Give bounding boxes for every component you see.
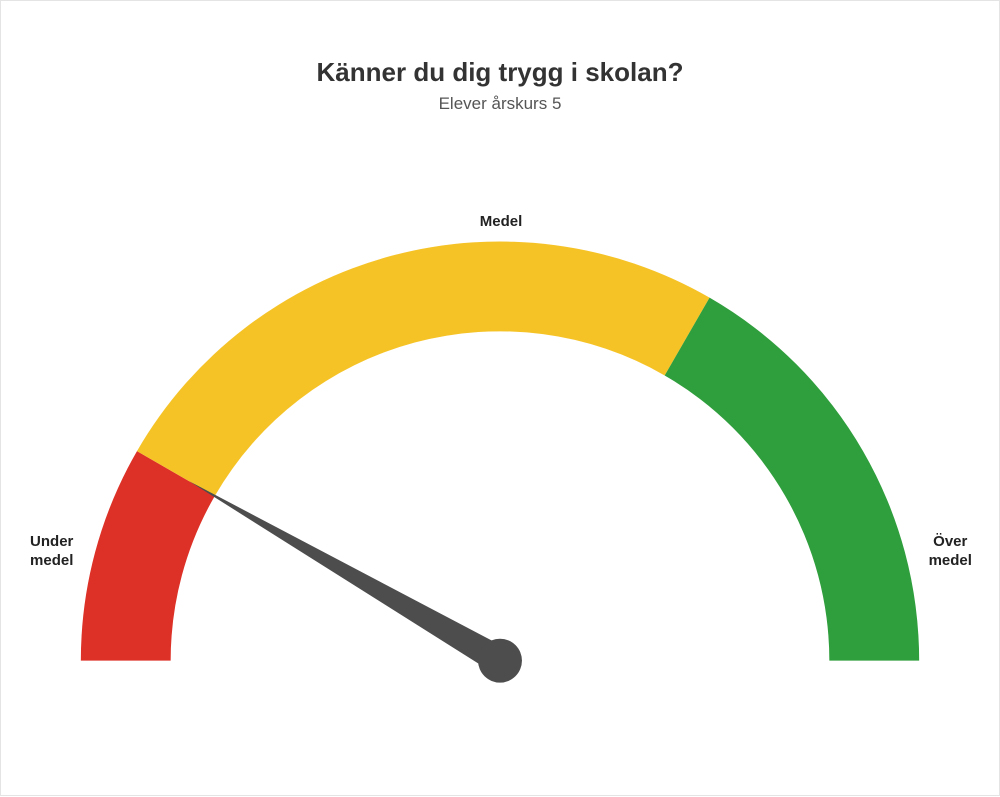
gauge-chart <box>1 181 999 797</box>
gauge-needle <box>189 481 507 673</box>
gauge-container <box>1 181 999 797</box>
gauge-pivot <box>478 639 522 683</box>
gauge-band-over <box>665 298 919 661</box>
gauge-band-medel <box>137 241 710 495</box>
titles-block: Känner du dig trygg i skolan? Elever års… <box>1 1 999 114</box>
chart-title: Känner du dig trygg i skolan? <box>1 57 999 88</box>
chart-subtitle: Elever årskurs 5 <box>1 94 999 114</box>
chart-frame: Känner du dig trygg i skolan? Elever års… <box>0 0 1000 796</box>
